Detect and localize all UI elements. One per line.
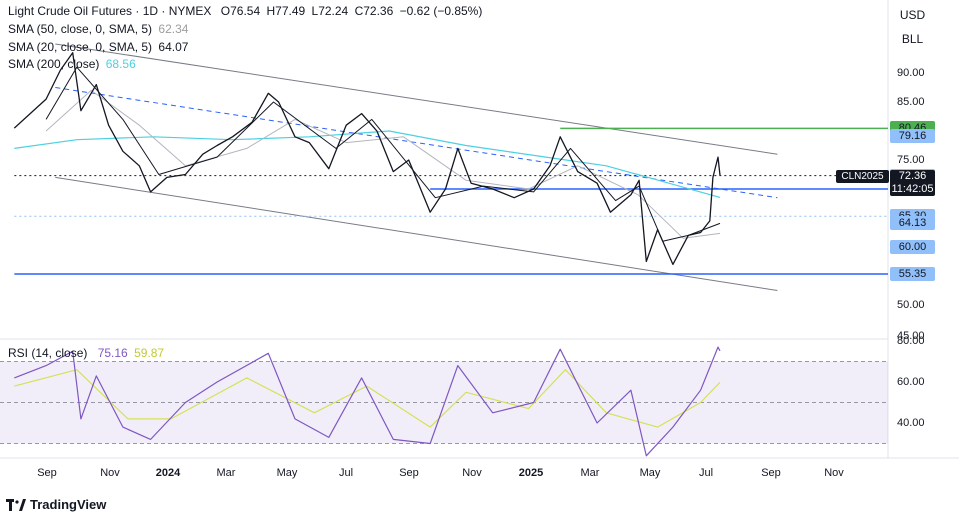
sma50-value: 62.34	[158, 22, 189, 36]
sma50-legend[interactable]: SMA (50, close, 0, SMA, 5) 62.34	[8, 22, 191, 37]
rsi-legend[interactable]: RSI (14, close) 75.16 59.87	[8, 346, 167, 361]
rsi-label: RSI (14, close)	[8, 346, 88, 360]
time-tick-nov: Nov	[100, 467, 120, 479]
time-tick-nov: Nov	[824, 467, 844, 479]
time-tick-sep: Sep	[761, 467, 781, 479]
change-value: −0.62 (−0.85%)	[399, 4, 483, 18]
level-79-16-badge: 79.16	[890, 128, 935, 143]
sma20-value: 64.07	[158, 40, 189, 54]
price-tick-50: 50.00	[897, 299, 925, 311]
rsi-value: 75.16	[97, 346, 128, 360]
open-label: O	[220, 4, 231, 18]
time-tick-sep: Sep	[399, 467, 419, 479]
time-tick-nov: Nov	[462, 467, 482, 479]
open-value: 76.54	[230, 4, 261, 18]
sma200-value: 68.56	[105, 57, 136, 71]
level-64-13-badge: 64.13	[890, 216, 935, 230]
sma20-legend[interactable]: SMA (20, close, 0, SMA, 5) 64.07	[8, 40, 191, 55]
sma20-label: SMA (20, close, 0, SMA, 5)	[8, 40, 153, 54]
tradingview-logo-icon	[6, 498, 26, 511]
sma50-label: SMA (50, close, 0, SMA, 5)	[8, 22, 153, 36]
level-55-35-badge: 55.35	[890, 267, 935, 281]
sma200-legend[interactable]: SMA (200, close) 68.56	[8, 57, 139, 72]
symbol-legend: Light Crude Oil Futures · 1D · NYMEX O76…	[8, 4, 485, 19]
time-tick-may: May	[276, 467, 298, 479]
last-price-tag: 72.36 11:42:05	[890, 170, 935, 196]
rsi-signal-value: 59.87	[134, 346, 165, 360]
close-value: 72.36	[363, 4, 394, 18]
unit-button[interactable]: BLL	[901, 32, 924, 46]
symbol-tag: CLN2025	[836, 170, 889, 183]
countdown-value: 11:42:05	[891, 183, 934, 195]
time-tick-may: May	[639, 467, 661, 479]
close-label: C	[354, 4, 364, 18]
rsi-tick-80: 80.00	[897, 335, 925, 347]
tradingview-logo[interactable]: TradingView	[6, 497, 106, 512]
low-label: L	[311, 4, 319, 18]
rsi-tick-60: 60.00	[897, 376, 925, 388]
level-60-00-badge: 60.00	[890, 240, 935, 254]
high-value: 77.49	[275, 4, 306, 18]
time-tick-sep: Sep	[37, 467, 57, 479]
low-value: 72.24	[318, 4, 349, 18]
channel-mid-line	[55, 87, 778, 199]
last-price-value: 72.36	[898, 170, 927, 182]
price-tick-85: 85.00	[897, 96, 925, 108]
time-tick-mar: Mar	[580, 467, 600, 479]
price-series-line	[13, 52, 721, 266]
time-tick-mar: Mar	[216, 467, 236, 479]
symbol-title: Light Crude Oil Futures · 1D · NYMEX	[8, 4, 212, 18]
channel-lower-line	[55, 176, 778, 291]
rsi-tick-40: 40.00	[897, 417, 925, 429]
time-tick-jul: Jul	[338, 467, 354, 479]
tradingview-brand: TradingView	[30, 497, 107, 512]
price-tick-90: 90.00	[897, 67, 925, 79]
price-tick-75: 75.00	[897, 154, 925, 166]
high-label: H	[266, 4, 276, 18]
time-tick-2025: 2025	[518, 467, 544, 479]
sma20-line	[45, 66, 721, 242]
sma200-label: SMA (200, close)	[8, 57, 100, 71]
time-tick-2024: 2024	[155, 467, 181, 479]
time-tick-jul: Jul	[698, 467, 714, 479]
sma50-line	[45, 89, 721, 239]
sma200-line	[14, 130, 721, 198]
rsi-signal-line	[14, 369, 721, 428]
currency-button[interactable]: USD	[899, 8, 926, 22]
channel-upper-line	[55, 43, 778, 155]
rsi-tick-top: 45.00	[897, 330, 925, 342]
rsi-line	[14, 346, 721, 457]
